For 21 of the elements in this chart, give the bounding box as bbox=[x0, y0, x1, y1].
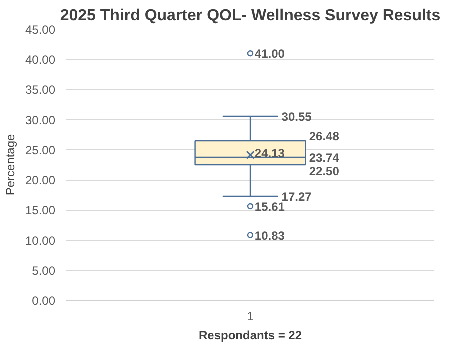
annotation: 10.83 bbox=[254, 228, 286, 243]
y-axis-title: Percentage bbox=[3, 134, 18, 196]
x-axis-title: Respondants = 22 bbox=[198, 328, 302, 342]
y-tick-label: 10.00 bbox=[25, 234, 56, 248]
annotation: 30.55 bbox=[282, 110, 312, 124]
y-tick-label: 5.00 bbox=[32, 264, 56, 278]
y-tick-label: 15.00 bbox=[25, 204, 56, 218]
y-tick-label: 0.00 bbox=[32, 294, 56, 308]
y-tick-label: 45.00 bbox=[25, 23, 56, 37]
annotation: 26.48 bbox=[309, 130, 340, 144]
annotation: 24.13 bbox=[254, 146, 286, 160]
x-tick-label: 1 bbox=[247, 310, 254, 324]
annotation: 22.50 bbox=[309, 164, 340, 179]
y-tick-label: 25.00 bbox=[25, 143, 56, 158]
y-tick-label: 40.00 bbox=[25, 53, 56, 68]
y-tick-label: 20.00 bbox=[25, 174, 56, 188]
y-tick-label: 35.00 bbox=[25, 83, 56, 98]
annotation: 41.00 bbox=[254, 47, 286, 62]
y-tick-label: 30.00 bbox=[25, 113, 56, 128]
annotation: 23.74 bbox=[309, 151, 340, 166]
chart-title: 2025 Third Quarter QOL- Wellness Survey Results bbox=[60, 8, 441, 24]
